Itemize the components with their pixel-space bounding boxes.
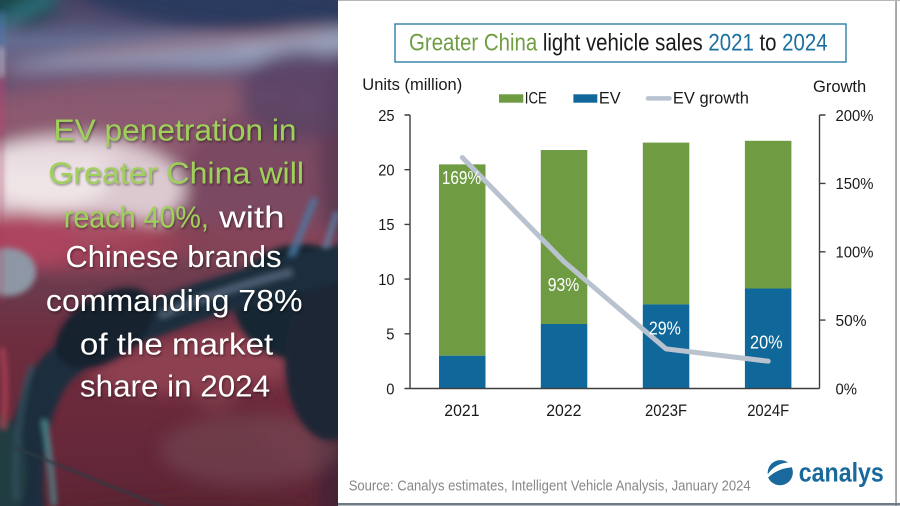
svg-text:25: 25 xyxy=(378,108,394,125)
svg-text:2021: 2021 xyxy=(444,402,479,420)
svg-text:canalys: canalys xyxy=(799,458,884,488)
svg-text:Greater China light vehicle sa: Greater China light vehicle sales 2021 t… xyxy=(409,30,828,57)
svg-text:100%: 100% xyxy=(836,245,874,262)
svg-text:93%: 93% xyxy=(548,275,580,295)
svg-text:share in 2024: share in 2024 xyxy=(80,369,270,404)
svg-text:2024F: 2024F xyxy=(747,402,789,420)
svg-text:ICE: ICE xyxy=(525,90,547,108)
svg-text:0%: 0% xyxy=(836,381,858,398)
svg-text:150%: 150% xyxy=(836,176,874,193)
svg-text:0: 0 xyxy=(386,381,394,398)
svg-text:Growth: Growth xyxy=(813,78,866,96)
svg-text:Chinese brands: Chinese brands xyxy=(66,239,282,274)
svg-text:of the market: of the market xyxy=(80,327,274,362)
svg-text:20%: 20% xyxy=(750,332,783,352)
svg-text:10: 10 xyxy=(378,272,394,289)
svg-text:commanding 78%: commanding 78% xyxy=(46,283,303,318)
svg-text:20: 20 xyxy=(378,163,394,180)
svg-text:5: 5 xyxy=(386,327,394,344)
svg-text:15: 15 xyxy=(378,217,394,234)
svg-text:Greater China will: Greater China will xyxy=(48,156,304,191)
svg-text:169%: 169% xyxy=(442,168,481,188)
svg-text:EV penetration in: EV penetration in xyxy=(54,112,297,147)
svg-text:29%: 29% xyxy=(649,319,681,339)
svg-text:EV: EV xyxy=(599,90,621,108)
svg-text:2023F: 2023F xyxy=(645,402,687,420)
svg-text:with: with xyxy=(218,200,285,235)
svg-text:EV growth: EV growth xyxy=(673,90,749,108)
svg-text:reach 40%,: reach 40%, xyxy=(64,200,209,235)
svg-text:200%: 200% xyxy=(836,108,874,125)
svg-text:Units (million): Units (million) xyxy=(362,76,462,94)
svg-text:Source: Canalys estimates, Int: Source: Canalys estimates, Intelligent V… xyxy=(349,479,751,495)
svg-text:50%: 50% xyxy=(836,313,867,330)
svg-text:2022: 2022 xyxy=(546,402,581,420)
